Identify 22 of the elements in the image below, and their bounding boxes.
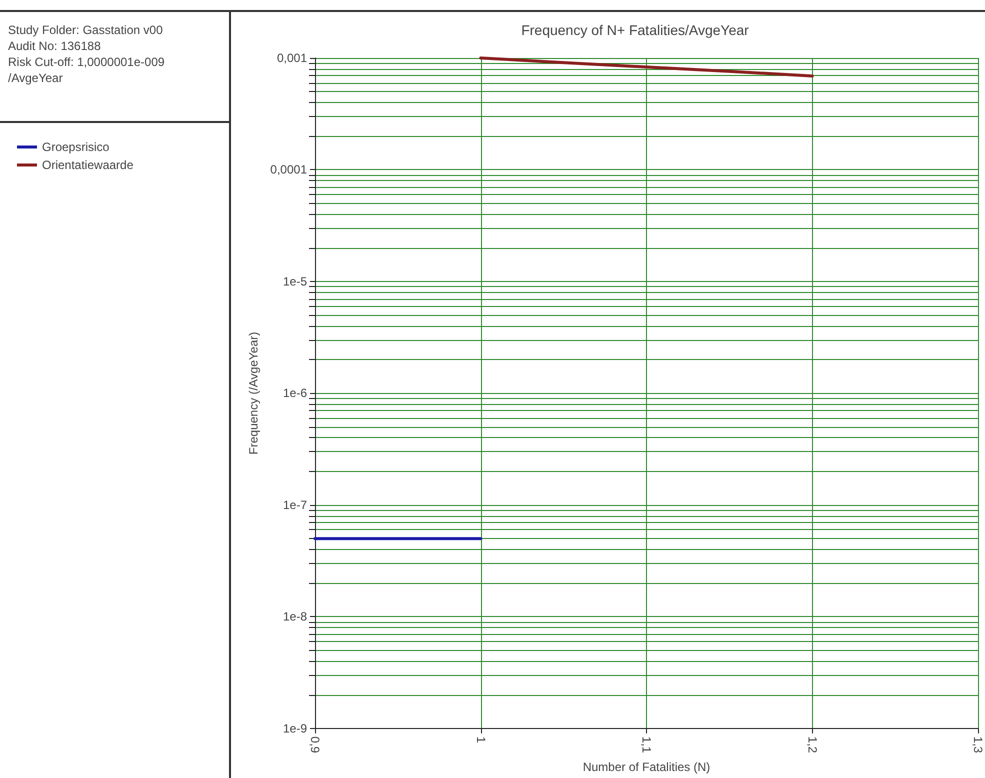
text: Study Folder: Gasstation v00 xyxy=(8,22,164,38)
y-tick-label: 1e-8 xyxy=(282,610,308,624)
y-tick-label: 1e-5 xyxy=(282,274,308,288)
chart-title: Frequency of N+ Fatalities/AvgeYear xyxy=(521,22,750,38)
x-axis-title: Number of Fatalities (N) xyxy=(582,760,710,774)
x-tick-label: 0,9 xyxy=(308,736,322,754)
legend-label: Orientatiewaarde xyxy=(42,158,134,172)
x-tick-label: 1,1 xyxy=(640,736,654,754)
y-tick-label: 1e-7 xyxy=(282,498,308,512)
y-tick-label: 0,001 xyxy=(276,51,308,65)
text: /AvgeYear xyxy=(8,70,64,86)
legend-label: Groepsrisico xyxy=(42,140,110,154)
y-tick-label: 0,0001 xyxy=(270,162,308,177)
x-tick-label: 1,3 xyxy=(971,736,985,754)
line-series xyxy=(479,56,814,78)
text: Audit No: 136188 xyxy=(8,38,102,54)
text: Risk Cut-off: 1,0000001e-009 xyxy=(8,54,165,70)
y-axis-title: Frequency (/AvgeYear) xyxy=(246,332,260,455)
y-tick-label: 1e-6 xyxy=(282,386,308,400)
x-tick-label: 1 xyxy=(474,736,488,744)
x-tick-label: 1,2 xyxy=(805,736,820,754)
y-tick-label: 1e-9 xyxy=(282,721,308,736)
